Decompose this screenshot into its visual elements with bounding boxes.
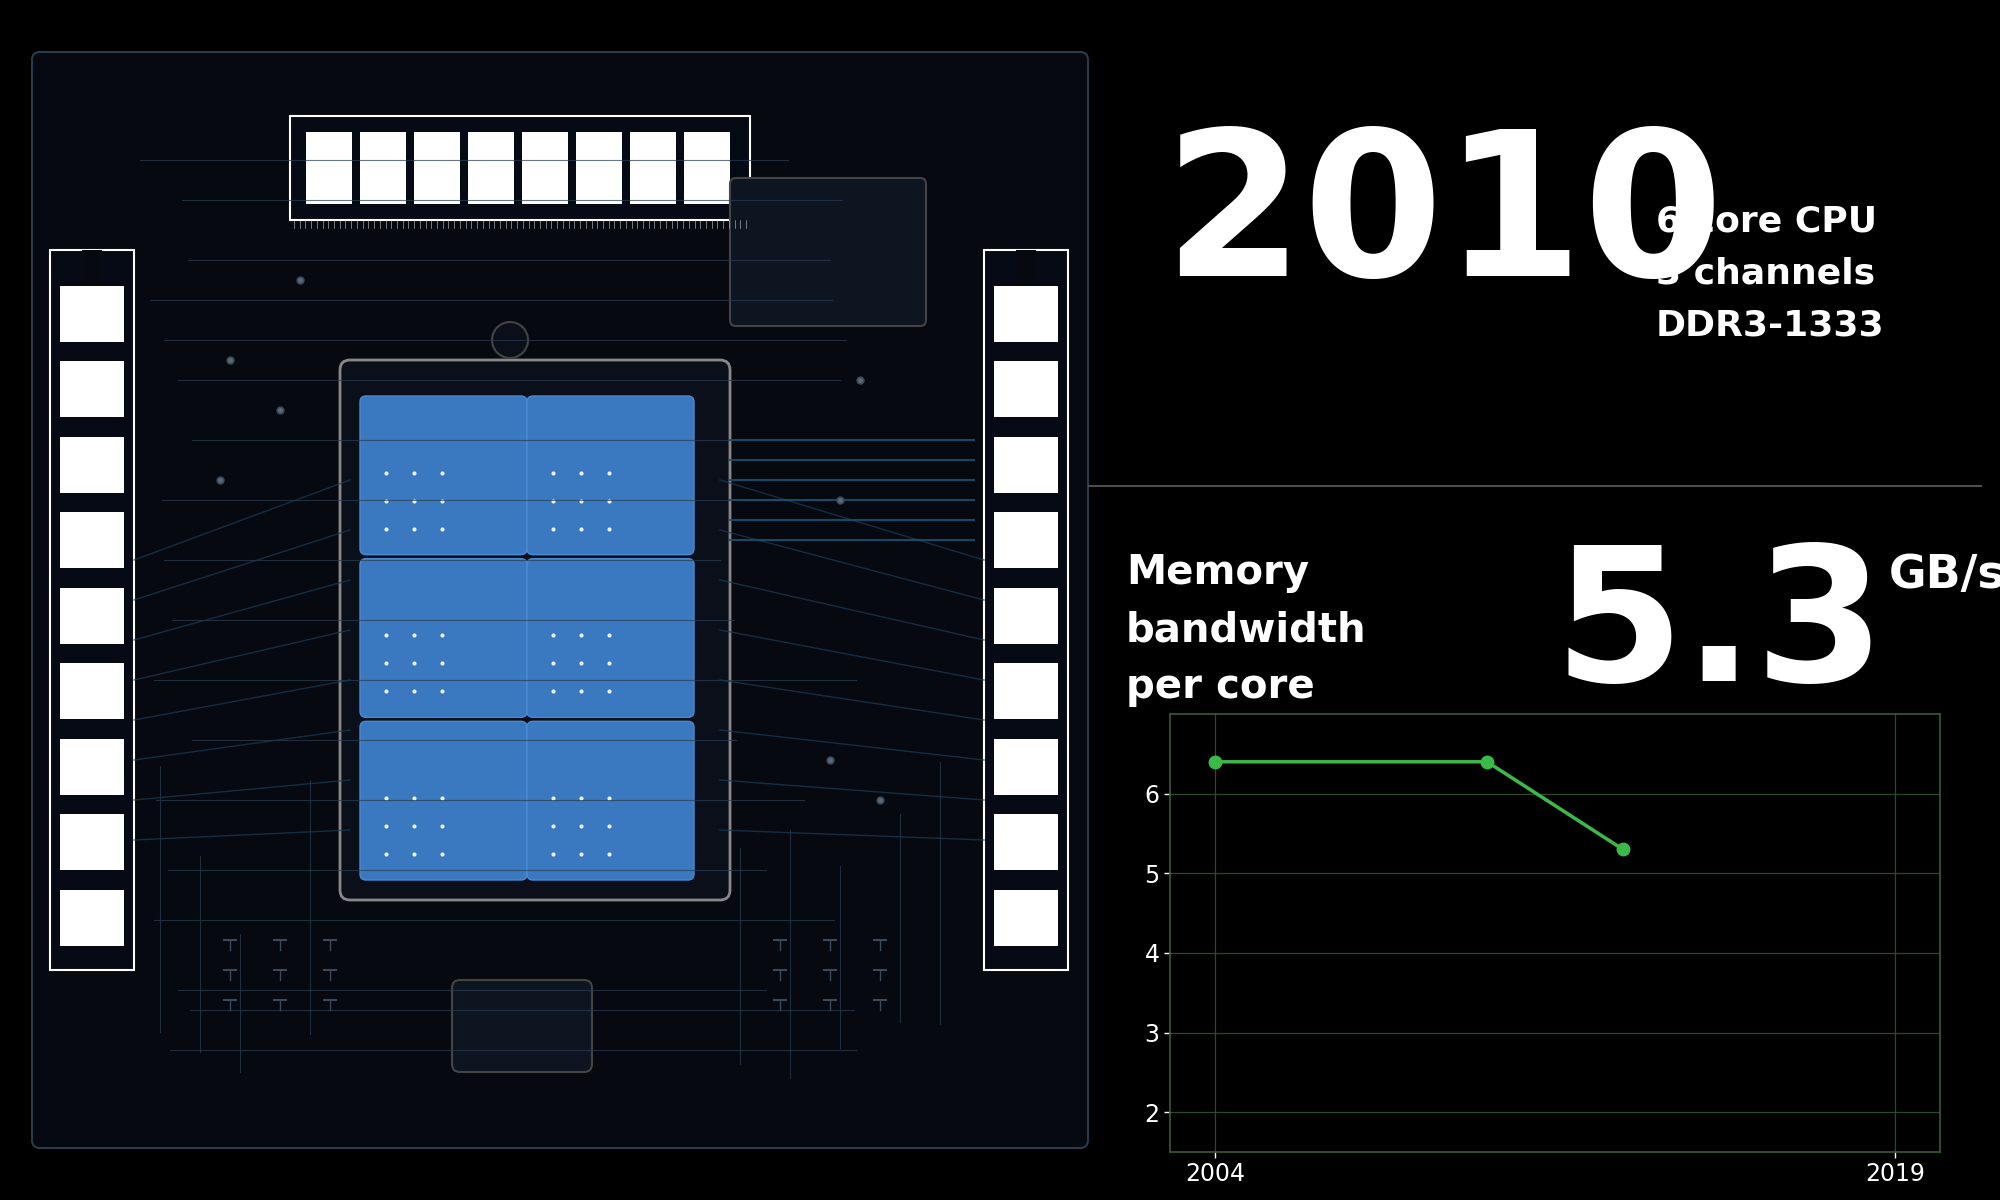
Text: 5.3: 5.3 — [1554, 540, 1886, 720]
FancyBboxPatch shape — [528, 396, 694, 554]
FancyBboxPatch shape — [452, 980, 592, 1072]
Bar — [994, 739, 1058, 794]
Bar — [994, 588, 1058, 643]
Bar — [994, 512, 1058, 569]
Bar — [60, 664, 124, 719]
Bar — [468, 132, 514, 204]
FancyBboxPatch shape — [360, 559, 528, 718]
Bar — [290, 116, 750, 220]
Bar — [60, 286, 124, 342]
Bar — [684, 132, 730, 204]
Bar — [82, 250, 102, 286]
Bar — [994, 664, 1058, 719]
Bar — [50, 250, 134, 970]
FancyBboxPatch shape — [528, 559, 694, 718]
Bar — [994, 361, 1058, 418]
Text: Memory
bandwidth
per core: Memory bandwidth per core — [1126, 553, 1366, 707]
Ellipse shape — [492, 322, 528, 358]
Bar — [984, 250, 1068, 970]
FancyBboxPatch shape — [360, 721, 528, 880]
FancyBboxPatch shape — [730, 178, 926, 326]
Bar — [60, 437, 124, 493]
Bar — [522, 132, 568, 204]
FancyBboxPatch shape — [340, 360, 730, 900]
Bar — [994, 286, 1058, 342]
Text: GB/s: GB/s — [1888, 553, 2000, 599]
Bar — [60, 361, 124, 418]
Bar — [60, 512, 124, 569]
Bar — [414, 132, 460, 204]
Bar — [60, 815, 124, 870]
Bar — [360, 132, 406, 204]
FancyBboxPatch shape — [360, 396, 528, 554]
Bar — [576, 132, 622, 204]
Text: 2010: 2010 — [1164, 122, 1724, 318]
Bar — [1016, 250, 1036, 286]
Bar — [60, 739, 124, 794]
Bar — [60, 890, 124, 946]
Bar — [306, 132, 352, 204]
Bar — [994, 890, 1058, 946]
FancyBboxPatch shape — [32, 52, 1088, 1148]
Bar — [994, 437, 1058, 493]
Bar — [60, 588, 124, 643]
Bar — [994, 815, 1058, 870]
Text: 6 core CPU
3 channels
DDR3-1333: 6 core CPU 3 channels DDR3-1333 — [1656, 205, 1884, 342]
FancyBboxPatch shape — [528, 721, 694, 880]
Bar — [630, 132, 676, 204]
